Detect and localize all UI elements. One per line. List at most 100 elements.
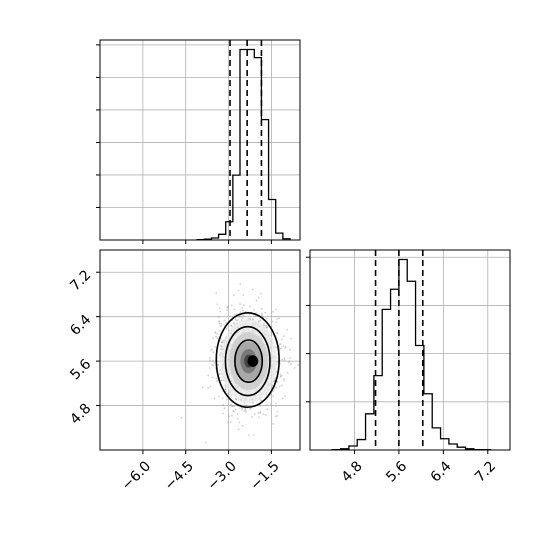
scatter-point xyxy=(275,405,278,408)
scatter-point xyxy=(243,402,246,405)
scatter-point xyxy=(218,322,221,325)
scatter-point xyxy=(244,409,247,412)
scatter-point xyxy=(264,311,267,314)
scatter-point xyxy=(241,307,244,309)
scatter-point xyxy=(272,310,274,313)
scatter-point xyxy=(215,292,218,295)
scatter-point xyxy=(213,361,216,364)
scatter-point xyxy=(283,335,286,337)
scatter-point xyxy=(270,332,272,334)
scatter-point xyxy=(229,395,232,398)
scatter-point xyxy=(252,309,255,311)
scatter-point xyxy=(266,326,269,329)
scatter-point xyxy=(232,322,235,325)
scatter-point xyxy=(227,306,229,309)
scatter-point xyxy=(283,357,286,360)
scatter-point xyxy=(279,343,281,346)
scatter-point xyxy=(260,292,263,295)
scatter-point xyxy=(220,324,223,327)
scatter-point xyxy=(282,377,285,380)
scatter-point xyxy=(220,379,223,382)
scatter-point xyxy=(205,441,207,444)
scatter-point xyxy=(279,373,282,375)
scatter-point xyxy=(239,407,241,410)
scatter-point xyxy=(212,351,215,354)
scatter-point xyxy=(237,428,240,431)
scatter-point xyxy=(265,404,268,406)
scatter-point xyxy=(211,363,214,366)
scatter-point xyxy=(238,316,241,318)
scatter-point xyxy=(277,317,280,320)
scatter-point xyxy=(236,413,239,415)
scatter-point xyxy=(254,315,257,317)
scatter-point xyxy=(249,408,251,410)
scatter-point xyxy=(236,417,239,420)
scatter-point xyxy=(180,416,183,419)
scatter-point xyxy=(278,347,281,350)
scatter-point xyxy=(216,363,219,366)
scatter-point xyxy=(221,396,224,399)
scatter-point xyxy=(230,414,233,417)
scatter-point xyxy=(218,373,221,376)
scatter-point xyxy=(274,402,277,405)
scatter-point xyxy=(230,325,233,328)
scatter-point xyxy=(284,345,287,348)
scatter-point xyxy=(273,379,276,382)
scatter-point xyxy=(235,319,238,322)
scatter-point xyxy=(286,328,289,331)
scatter-point xyxy=(269,402,272,405)
scatter-point xyxy=(249,305,251,308)
scatter-point xyxy=(279,347,282,350)
axes-frame xyxy=(309,249,511,451)
scatter-point xyxy=(230,304,233,307)
scatter-point xyxy=(290,337,293,340)
scatter-point xyxy=(244,408,247,410)
scatter-point xyxy=(247,434,250,437)
scatter-point xyxy=(223,407,226,410)
scatter-point xyxy=(239,311,242,314)
scatter-point xyxy=(265,326,268,329)
scatter-point xyxy=(223,323,226,326)
scatter-point xyxy=(297,364,300,367)
scatter-point xyxy=(240,408,243,411)
scatter-point xyxy=(279,375,282,377)
scatter-point xyxy=(243,314,245,317)
scatter-point xyxy=(252,434,255,436)
scatter-point xyxy=(209,359,212,362)
scatter-point xyxy=(265,317,268,320)
scatter-point xyxy=(218,320,220,323)
scatter-point xyxy=(208,367,211,369)
scatter-point xyxy=(224,388,227,391)
scatter-point xyxy=(215,335,217,338)
scatter-point xyxy=(289,348,291,351)
scatter-point xyxy=(239,283,242,285)
scatter-point xyxy=(282,345,285,348)
scatter-point xyxy=(276,410,279,413)
scatter-point xyxy=(227,415,230,418)
scatter-point xyxy=(216,333,218,335)
scatter-point xyxy=(275,346,278,349)
scatter-point xyxy=(242,309,244,312)
scatter-point xyxy=(275,386,278,389)
scatter-point xyxy=(260,399,263,402)
scatter-point xyxy=(216,303,219,306)
scatter-point xyxy=(274,415,277,418)
scatter-point xyxy=(281,397,284,400)
scatter-point xyxy=(263,322,265,325)
scatter-point xyxy=(225,398,228,401)
scatter-point xyxy=(211,376,214,379)
scatter-point xyxy=(276,414,278,417)
scatter-point xyxy=(259,412,262,414)
scatter-point xyxy=(261,313,264,316)
scatter-point xyxy=(276,332,279,334)
scatter-point xyxy=(221,341,224,344)
scatter-point xyxy=(284,395,286,397)
scatter-point xyxy=(261,314,263,317)
scatter-point xyxy=(246,404,248,407)
scatter-point xyxy=(227,421,230,424)
scatter-point xyxy=(201,386,204,389)
scatter-point xyxy=(208,356,211,359)
scatter-point xyxy=(260,307,263,310)
